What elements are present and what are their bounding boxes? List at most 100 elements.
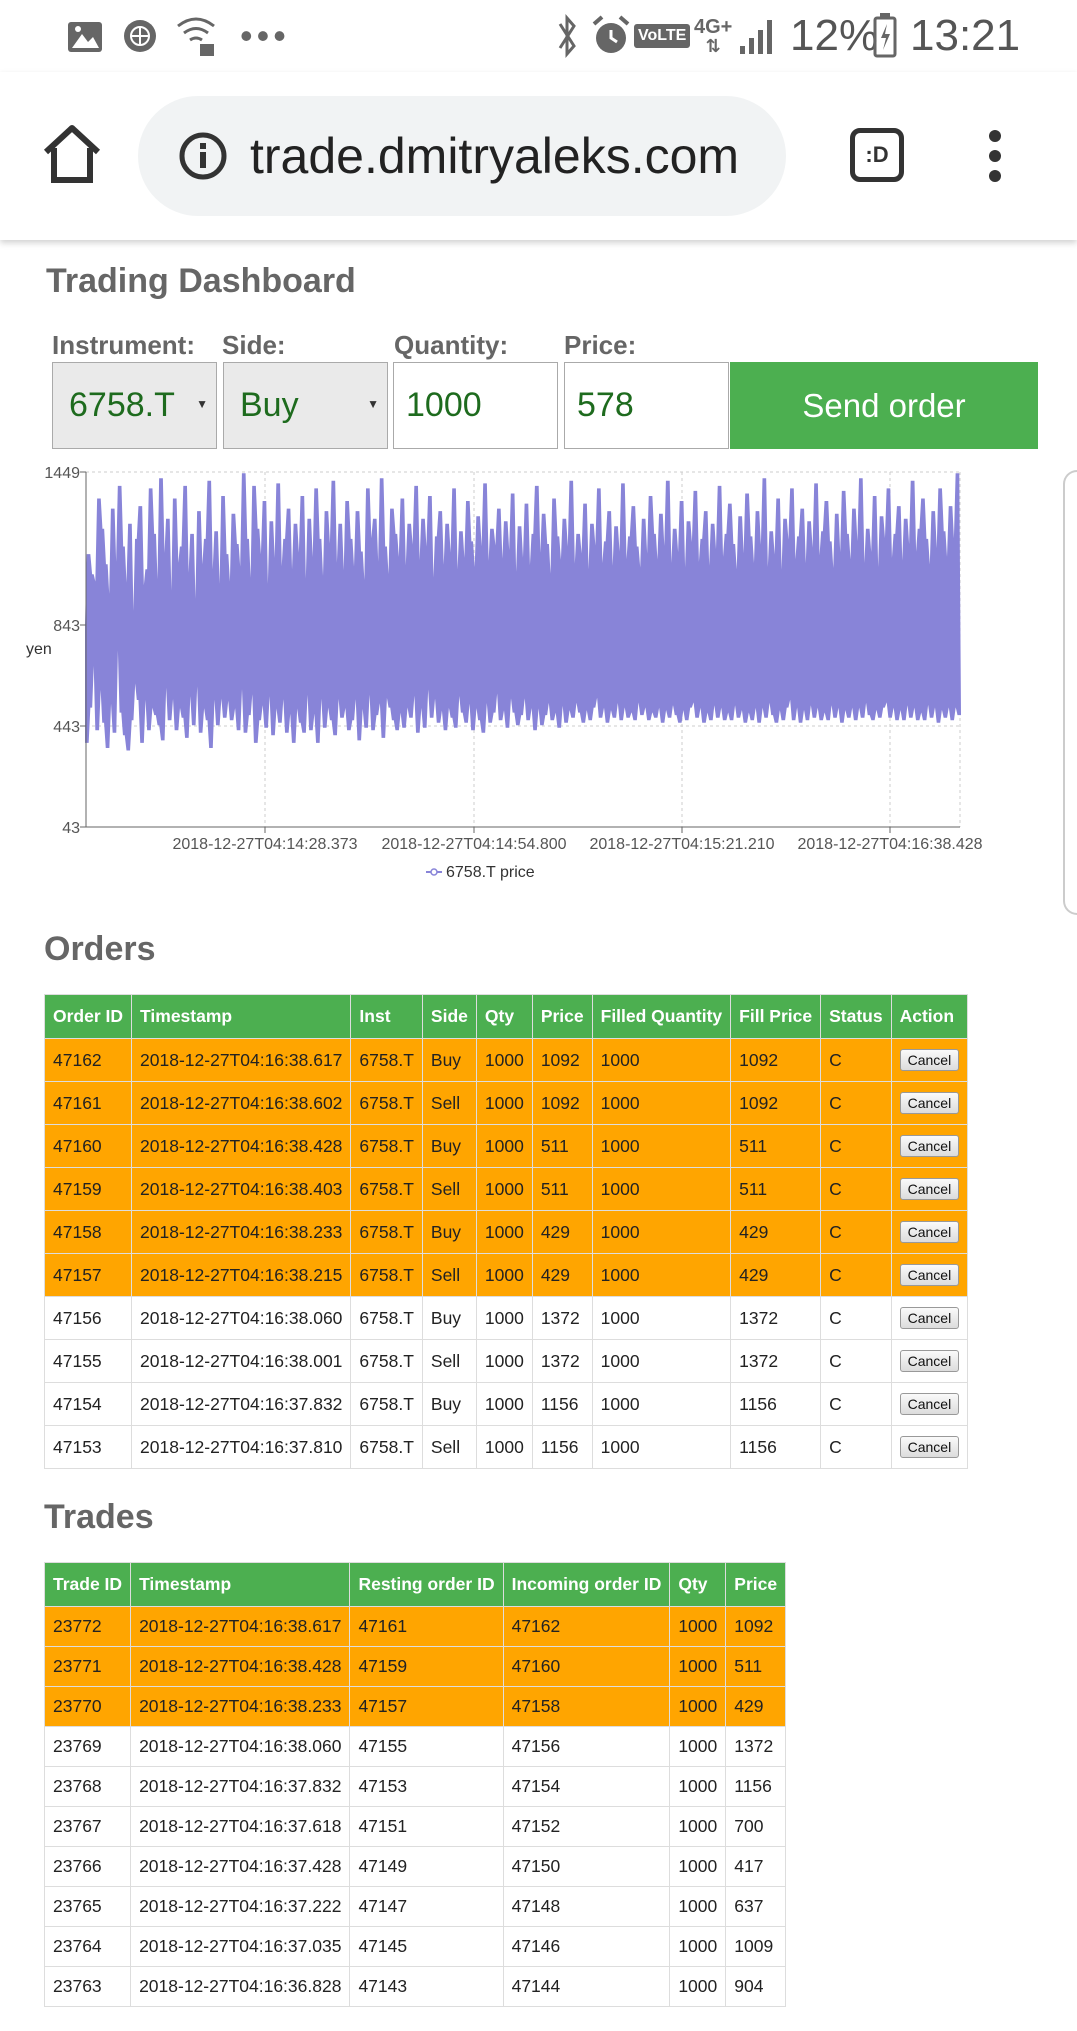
trade-row: 23771 2018-12-27T04:16:38.428 47159 47160 10…	[43, 1646, 787, 1687]
cancel-order-button[interactable]: Cancel	[899, 1178, 960, 1200]
table-cell: 1000	[591, 1038, 732, 1082]
column-header: Status	[820, 994, 892, 1039]
home-icon[interactable]	[40, 122, 104, 186]
table-cell: 47161	[43, 1081, 133, 1125]
table-cell: 1000	[591, 1425, 732, 1469]
table-cell: 511	[531, 1124, 593, 1168]
action-cell: Cancel	[890, 1210, 969, 1254]
order-row: 47161 2018-12-27T04:16:38.602 6758.T Sell 10…	[43, 1081, 969, 1125]
cancel-order-button[interactable]: Cancel	[899, 1307, 960, 1329]
gallery-icon	[68, 22, 102, 52]
cancel-order-button[interactable]: Cancel	[899, 1092, 960, 1114]
table-cell: 23766	[43, 1846, 132, 1887]
table-cell: 1000	[475, 1253, 533, 1297]
table-cell: 6758.T	[350, 1081, 423, 1125]
send-order-button[interactable]: Send order	[730, 362, 1038, 449]
tab-switcher-label: :D	[865, 142, 889, 167]
table-cell: 2018-12-27T04:16:38.602	[131, 1081, 352, 1125]
x-ticks: 2018-12-27T04:14:28.373 2018-12-27T04:14:…	[172, 827, 983, 853]
y-tick-label: 443	[53, 719, 80, 736]
table-cell: C	[820, 1253, 892, 1297]
side-select[interactable]: Buy ▼	[223, 362, 388, 449]
table-cell: 47153	[349, 1766, 504, 1807]
table-cell: 904	[725, 1966, 787, 2007]
table-cell: 47158	[43, 1210, 133, 1254]
table-cell: 47145	[349, 1926, 504, 1967]
price-input[interactable]: 578	[564, 362, 729, 449]
overflow-menu-icon[interactable]	[980, 126, 1010, 186]
cancel-order-button[interactable]: Cancel	[899, 1264, 960, 1286]
order-row: 47156 2018-12-27T04:16:38.060 6758.T Buy 100…	[43, 1296, 969, 1340]
action-cell: Cancel	[890, 1124, 969, 1168]
table-cell: 47159	[43, 1167, 133, 1211]
cancel-order-button[interactable]: Cancel	[899, 1221, 960, 1243]
table-cell: 1000	[669, 1686, 727, 1727]
table-cell: 1092	[531, 1081, 593, 1125]
table-cell: 1372	[531, 1339, 593, 1383]
trades-header-row: Trade ID Timestamp Resting order ID Incomin…	[43, 1562, 787, 1607]
column-header: Timestamp	[130, 1562, 351, 1607]
url-text[interactable]: trade.dmitryaleks.com	[250, 128, 740, 184]
tab-switcher-button[interactable]: :D	[850, 128, 904, 182]
orders-header-row: Order ID Timestamp Inst Side Qty Price Filled …	[43, 994, 969, 1039]
table-cell: 47147	[349, 1886, 504, 1927]
action-cell: Cancel	[890, 1253, 969, 1297]
cancel-order-button[interactable]: Cancel	[899, 1393, 960, 1415]
info-icon[interactable]	[178, 131, 228, 181]
table-cell: 1092	[531, 1038, 593, 1082]
cancel-order-button[interactable]: Cancel	[899, 1350, 960, 1372]
alarm-icon	[592, 15, 630, 53]
table-cell: Sell	[421, 1253, 477, 1297]
table-cell: 1000	[669, 1806, 727, 1847]
table-cell: 2018-12-27T04:16:36.828	[130, 1966, 351, 2007]
quantity-input[interactable]: 1000	[393, 362, 558, 449]
order-row: 47154 2018-12-27T04:16:37.832 6758.T Buy 100…	[43, 1382, 969, 1426]
action-cell: Cancel	[890, 1167, 969, 1211]
battery-percent: 12%	[790, 11, 879, 60]
table-cell: 47148	[502, 1886, 671, 1927]
table-cell: 2018-12-27T04:16:38.428	[131, 1124, 352, 1168]
table-cell: 6758.T	[350, 1296, 423, 1340]
table-cell: 47146	[502, 1926, 671, 1967]
column-header: Action	[890, 994, 969, 1039]
column-header: Price	[531, 994, 593, 1039]
action-cell: Cancel	[890, 1038, 969, 1082]
table-cell: Sell	[421, 1081, 477, 1125]
table-cell: 2018-12-27T04:16:38.617	[130, 1606, 351, 1647]
cancel-order-button[interactable]: Cancel	[899, 1049, 960, 1071]
bluetooth-icon	[558, 14, 576, 58]
price-series-area	[85, 473, 962, 751]
y-tick-label: 843	[53, 618, 80, 635]
action-cell: Cancel	[890, 1339, 969, 1383]
instrument-label: Instrument:	[52, 330, 195, 360]
table-cell: Sell	[421, 1167, 477, 1211]
table-cell: 1000	[669, 1766, 727, 1807]
table-cell: 511	[725, 1646, 787, 1687]
trade-row: 23767 2018-12-27T04:16:37.618 47151 47152 10…	[43, 1806, 787, 1847]
edge-panel-handle[interactable]	[1063, 470, 1077, 915]
network-label: 4G+	[694, 16, 733, 38]
cancel-order-button[interactable]: Cancel	[899, 1436, 960, 1458]
table-cell: Sell	[421, 1425, 477, 1469]
table-cell: 23767	[43, 1806, 132, 1847]
address-bar[interactable]: trade.dmitryaleks.com	[138, 96, 786, 216]
table-cell: 23771	[43, 1646, 132, 1687]
table-cell: 1000	[669, 1926, 727, 1967]
table-cell: 429	[531, 1210, 593, 1254]
table-cell: 47153	[43, 1425, 133, 1469]
trade-row: 23768 2018-12-27T04:16:37.832 47153 47154 10…	[43, 1766, 787, 1807]
instrument-select[interactable]: 6758.T ▼	[52, 362, 217, 449]
table-cell: Buy	[421, 1124, 477, 1168]
trade-row: 23769 2018-12-27T04:16:38.060 47155 47156 10…	[43, 1726, 787, 1767]
table-cell: C	[820, 1425, 892, 1469]
chart-legend[interactable]: 6758.T price	[426, 864, 535, 881]
column-header: Timestamp	[131, 994, 352, 1039]
y-axis-label: yen	[26, 641, 52, 658]
table-cell: 47150	[502, 1846, 671, 1887]
cancel-order-button[interactable]: Cancel	[899, 1135, 960, 1157]
x-tick-label: 2018-12-27T04:14:28.373	[172, 836, 357, 853]
table-cell: 2018-12-27T04:16:38.060	[131, 1296, 352, 1340]
dropdown-arrow-icon: ▼	[196, 397, 208, 411]
table-cell: 1000	[475, 1210, 533, 1254]
table-cell: 1000	[591, 1382, 732, 1426]
